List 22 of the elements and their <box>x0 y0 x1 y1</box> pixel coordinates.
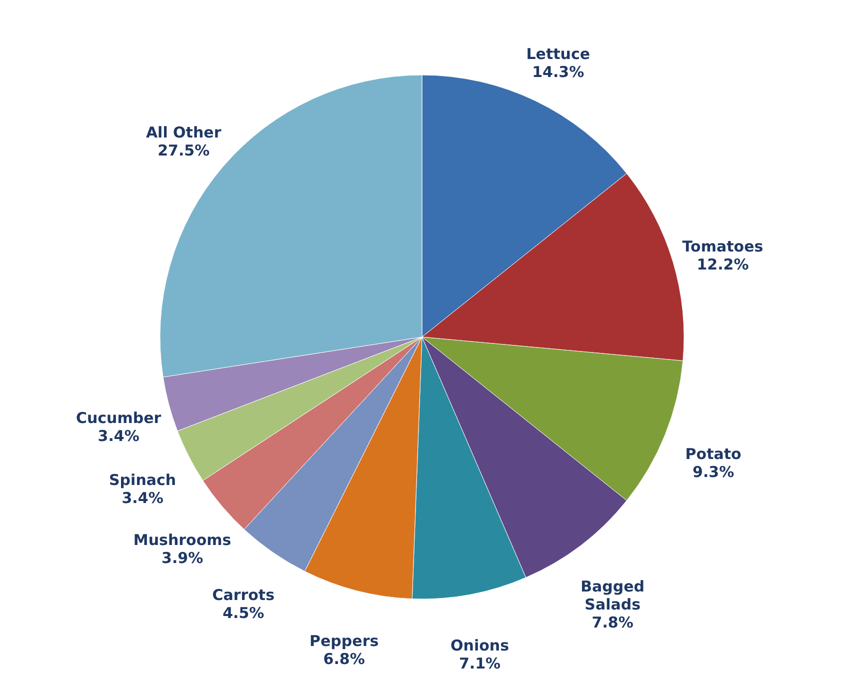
slice-label: All Other <box>146 124 222 142</box>
data-label: 3.4% <box>122 489 164 508</box>
data-label: 7.1% <box>458 654 501 673</box>
data-label: 6.8% <box>323 650 365 668</box>
data-label: 7.8% <box>592 614 634 632</box>
data-label: 9.3% <box>692 463 734 482</box>
slice-label: Cucumber <box>76 408 162 427</box>
slice-label: Spinach <box>109 471 176 490</box>
data-label: 27.5% <box>158 142 210 160</box>
data-label: 4.5% <box>222 604 264 622</box>
data-label: 12.2% <box>696 256 749 274</box>
slice-label: Tomatoes <box>682 238 764 256</box>
slice-label: Bagged Salads <box>580 578 645 614</box>
slice-label: Lettuce <box>526 45 590 64</box>
slice-label: Peppers <box>309 632 379 650</box>
slice-label: Onions <box>450 636 510 655</box>
slice-label: Potato <box>685 445 742 464</box>
slice-label: Carrots <box>212 586 275 604</box>
data-label: 3.4% <box>98 426 140 445</box>
data-label: 3.9% <box>162 548 204 567</box>
data-label: 14.3% <box>532 63 584 82</box>
slice-label: Mushrooms <box>133 530 232 549</box>
